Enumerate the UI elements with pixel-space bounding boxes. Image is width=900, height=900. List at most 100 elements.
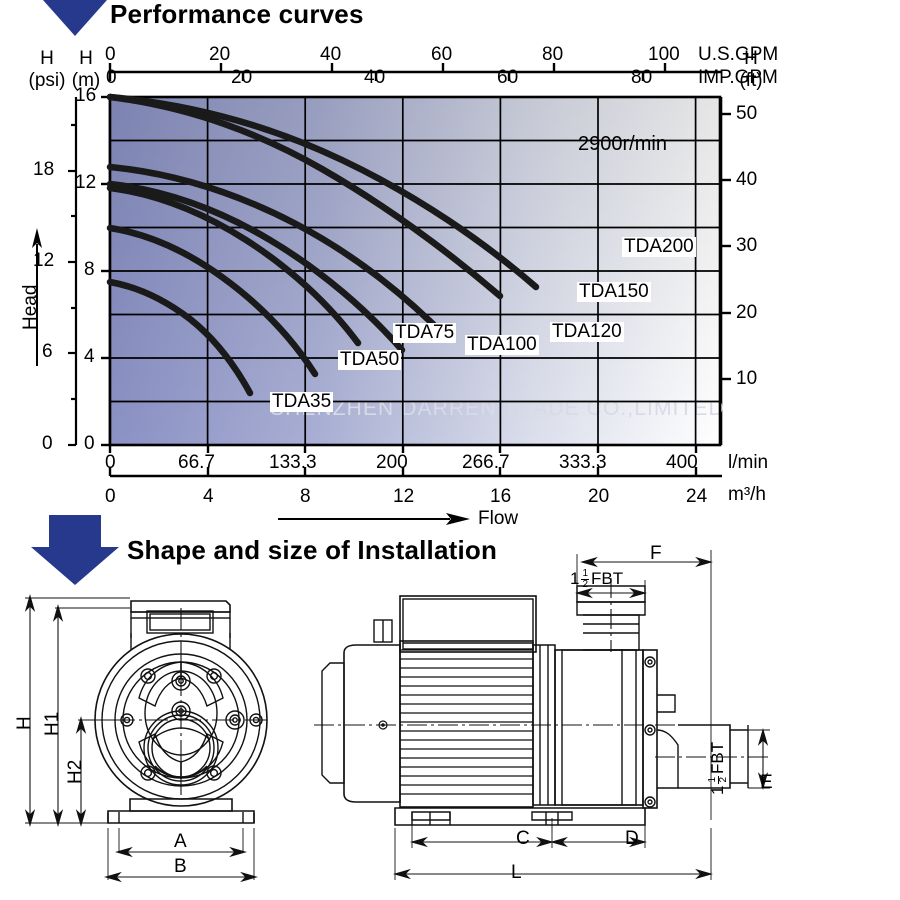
curve-label-TDA120: TDA120 [550, 321, 624, 342]
port-thread-type: FBT [591, 569, 624, 588]
y-axis-m-caption: H (m) [66, 48, 106, 92]
port-thread-type-2: FBT [708, 741, 727, 774]
x-tick-m3h-4: 4 [203, 486, 214, 507]
drawing-side-view [314, 550, 770, 880]
chart-plot-area: SHENZHEN DARREN TRADE CO.,LIMITED [106, 93, 724, 447]
x-tick-lmin-66: 66.7 [178, 452, 215, 473]
dim-label-B: B [174, 856, 187, 877]
x-axis-lmin-unit: l/min [728, 452, 769, 473]
y-tick-psi-18: 18 [33, 159, 55, 180]
x-tick-usgpm-20: 20 [209, 44, 231, 65]
drawing-front-view [24, 593, 268, 883]
x-tick-usgpm-60: 60 [431, 44, 453, 65]
port-fraction: 1 2 [581, 568, 590, 590]
page-title-performance: Performance curves [110, 0, 364, 29]
curve-label-TDA100: TDA100 [465, 334, 539, 355]
dim-label-L: L [511, 862, 522, 883]
port-whole-number-2: 1 [708, 785, 727, 795]
y-axis-m-symbol: H [79, 48, 93, 69]
curve-TDA120 [106, 163, 450, 341]
y-tick-psi-12: 12 [33, 250, 55, 271]
chart-gridlines-vertical [206, 97, 697, 445]
x-axis-top-scales [108, 63, 722, 81]
chart-speed-annotation: 2900r/min [578, 133, 667, 155]
x-tick-lmin-133: 133.3 [269, 452, 317, 473]
dim-label-H1: H1 [42, 711, 63, 736]
curve-TDA100 [106, 180, 406, 354]
y-tick-ft-30: 30 [736, 235, 758, 256]
x-tick-usgpm-80: 80 [542, 44, 564, 65]
x-tick-lmin-200: 200 [376, 452, 408, 473]
dim-label-A: A [174, 831, 187, 852]
curve-TDA75 [106, 184, 362, 347]
y-tick-m-0: 0 [84, 433, 95, 454]
flow-label: Flow [478, 508, 519, 529]
chart-series-group [106, 93, 540, 397]
x-tick-m3h-20: 20 [588, 486, 610, 507]
section-arrow-installation [31, 515, 119, 585]
y-axis-m-unit: (m) [71, 70, 101, 91]
x-axis-m3h-unit: m³/h [728, 484, 766, 505]
y-axis-psi-scale [68, 97, 78, 447]
y-tick-psi-6: 6 [42, 341, 53, 362]
port-fraction-numerator: 1 [581, 568, 590, 580]
x-tick-m3h-24: 24 [686, 486, 708, 507]
flow-direction-arrow [278, 513, 470, 525]
x-tick-impgpm-80: 80 [631, 67, 653, 88]
port-whole-number: 1 [570, 569, 580, 588]
curve-TDA50 [106, 224, 319, 378]
x-tick-lmin-266: 266.7 [462, 452, 510, 473]
x-tick-m3h-0: 0 [105, 486, 116, 507]
x-tick-usgpm-40: 40 [320, 44, 342, 65]
curve-label-TDA200: TDA200 [622, 236, 696, 257]
curve-TDA200 [106, 93, 540, 291]
x-tick-usgpm-0: 0 [105, 44, 116, 65]
chart-border [108, 95, 722, 447]
port-fraction-denominator: 2 [582, 578, 589, 590]
x-tick-impgpm-40: 40 [364, 67, 386, 88]
y-axis-psi-unit: (psi) [28, 70, 66, 91]
x-tick-impgpm-20: 20 [231, 67, 253, 88]
y-tick-psi-0: 0 [42, 433, 53, 454]
y-axis-ft-scale [719, 97, 731, 445]
y-axis-ft-unit: (ft) [739, 70, 763, 91]
x-axis-bottom-scales [108, 445, 722, 478]
chart-svg: SHENZHEN DARREN TRADE CO.,LIMITED [106, 93, 724, 447]
y-tick-m-4: 4 [84, 346, 95, 367]
y-tick-m-12: 12 [75, 172, 97, 193]
port-label-suction: 1 1 2 FBT [570, 569, 623, 589]
y-tick-ft-50: 50 [736, 103, 758, 124]
port-fraction-numerator-2: 1 [707, 775, 719, 784]
page-title-installation: Shape and size of Installation [127, 535, 498, 565]
x-axis-usgpm-unit: U.S.GPM [698, 44, 779, 65]
x-tick-lmin-400: 400 [666, 452, 698, 473]
watermark-text: SHENZHEN DARREN TRADE CO.,LIMITED [270, 397, 725, 420]
x-tick-m3h-16: 16 [490, 486, 512, 507]
dim-label-H: H [14, 716, 35, 730]
y-tick-ft-20: 20 [736, 302, 758, 323]
port-fraction-2: 1 2 [707, 775, 729, 784]
x-tick-lmin-333: 333.3 [559, 452, 607, 473]
y-axis-ft-symbol: H [744, 48, 758, 69]
y-tick-m-16: 16 [75, 85, 97, 106]
curve-TDA35 [106, 278, 254, 397]
dim-label-F: F [650, 543, 662, 564]
y-axis-psi-symbol: H [40, 48, 54, 69]
section-arrow-performance [43, 0, 107, 36]
x-tick-impgpm-60: 60 [497, 67, 519, 88]
port-fraction-denominator-2: 2 [717, 776, 729, 783]
head-direction-arrow [32, 228, 42, 366]
x-tick-lmin-0: 0 [105, 452, 116, 473]
dim-label-H2: H2 [65, 759, 86, 784]
x-tick-usgpm-100: 100 [648, 44, 680, 65]
curve-TDA150 [106, 93, 504, 300]
x-tick-m3h-12: 12 [393, 486, 415, 507]
y-tick-ft-10: 10 [736, 368, 758, 389]
x-tick-m3h-8: 8 [300, 486, 311, 507]
dim-label-C: C [516, 828, 530, 849]
x-axis-impgpm-unit: IMP.GPM [698, 67, 778, 88]
curve-label-TDA35: TDA35 [270, 391, 334, 412]
curve-label-TDA150: TDA150 [577, 281, 651, 302]
x-tick-impgpm-0: 0 [106, 67, 117, 88]
y-tick-m-8: 8 [84, 259, 95, 280]
